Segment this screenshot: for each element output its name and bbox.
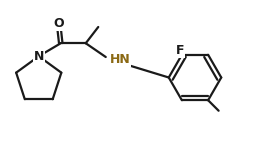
- Text: N: N: [34, 50, 44, 63]
- Text: O: O: [53, 17, 64, 30]
- Text: HN: HN: [109, 52, 130, 66]
- Text: F: F: [175, 44, 183, 57]
